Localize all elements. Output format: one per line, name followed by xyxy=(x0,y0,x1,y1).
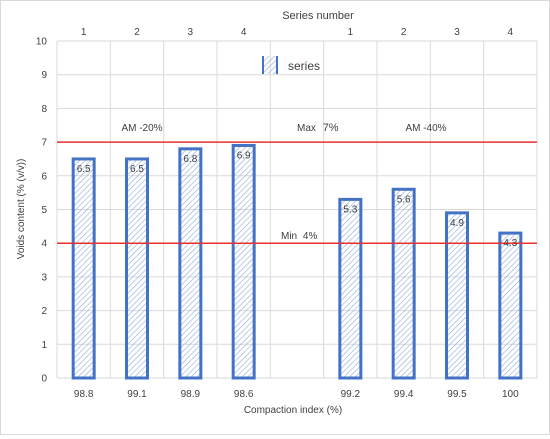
x-tick-label: 99.5 xyxy=(447,389,467,400)
x-tick-label: 98.9 xyxy=(181,389,201,400)
y-tick-label: 8 xyxy=(41,104,47,115)
top-tick-label: 4 xyxy=(508,27,514,38)
top-axis-title: Series number xyxy=(282,10,354,22)
bar-data-label: 4.9 xyxy=(450,218,464,229)
bar-2 xyxy=(125,157,149,380)
y-tick-label: 9 xyxy=(41,70,47,81)
x-tick-label: 99.2 xyxy=(341,389,361,400)
top-tick-label: 1 xyxy=(348,27,354,38)
bars xyxy=(71,143,523,380)
bar-data-label: 5.3 xyxy=(343,204,357,215)
x-tick-label: 99.1 xyxy=(127,389,147,400)
max-line-label-value: 7% xyxy=(323,122,339,134)
min-line-label-prefix: Min xyxy=(281,231,297,242)
bar-data-label: 6.5 xyxy=(130,164,144,175)
bar-8 xyxy=(445,211,469,380)
bar-data-label: 6.5 xyxy=(77,164,91,175)
bar-data-label: 6.8 xyxy=(183,154,197,165)
bar-1 xyxy=(71,157,96,380)
min-line-label: Min 4% xyxy=(281,231,317,242)
top-tick-label: 2 xyxy=(401,27,407,38)
bar-6 xyxy=(338,197,363,380)
bar-3 xyxy=(178,147,203,380)
y-tick-label: 10 xyxy=(36,37,48,48)
bar-7 xyxy=(391,187,416,380)
top-tick-label: 3 xyxy=(454,27,460,38)
bar-9 xyxy=(498,231,523,380)
reference-lines xyxy=(57,141,537,244)
chart-labels: Series number Compaction index (%) Voids… xyxy=(16,10,519,416)
x-axis-title: Compaction index (%) xyxy=(244,405,342,416)
y-tick-label: 6 xyxy=(41,171,47,182)
legend: series xyxy=(262,56,320,74)
top-tick-label: 2 xyxy=(134,27,140,38)
bar-data-label: 6.9 xyxy=(237,150,251,161)
x-tick-label: 98.8 xyxy=(74,389,94,400)
legend-label: series xyxy=(288,59,320,73)
min-line-label-value: 4% xyxy=(303,231,318,242)
legend-swatch xyxy=(262,56,278,74)
y-tick-label: 4 xyxy=(41,239,47,250)
x-tick-label: 98.6 xyxy=(234,389,254,400)
top-tick-label: 1 xyxy=(81,27,87,38)
y-tick-label: 5 xyxy=(41,205,47,216)
x-tick-label: 99.4 xyxy=(394,389,414,400)
bar-data-label: 4.3 xyxy=(503,238,517,249)
y-axis-title: Voids content (% (v/v)) xyxy=(16,159,27,260)
x-tick-label: 100 xyxy=(502,389,519,400)
y-tick-label: 2 xyxy=(41,306,47,317)
group-label-am-40: AM -40% xyxy=(405,123,446,134)
max-line-label: Max 7% xyxy=(297,122,339,134)
y-tick-label: 3 xyxy=(41,272,47,283)
group-label-am-20: AM -20% xyxy=(121,123,162,134)
top-tick-label: 3 xyxy=(188,27,194,38)
bar-data-label: 5.6 xyxy=(397,194,411,205)
bar-4 xyxy=(231,143,256,380)
y-tick-label: 7 xyxy=(41,138,47,149)
y-tick-label: 0 xyxy=(41,374,47,385)
max-line-label-prefix: Max xyxy=(297,123,316,134)
y-tick-label: 1 xyxy=(41,340,47,351)
top-tick-label: 4 xyxy=(241,27,247,38)
